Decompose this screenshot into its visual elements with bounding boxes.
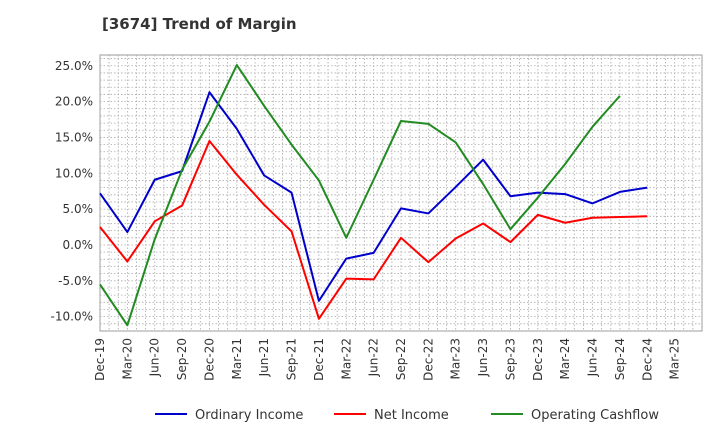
y-tick-label: 5.0%: [63, 202, 94, 216]
y-tick-label: 10.0%: [55, 166, 93, 180]
chart-title: [3674] Trend of Margin: [102, 15, 297, 33]
x-tick-label: Jun-23: [476, 338, 490, 377]
series-line: [99, 140, 648, 320]
x-tick-label: Mar-24: [558, 338, 572, 379]
x-tick-label: Sep-22: [394, 338, 408, 380]
legend-label: Operating Cashflow: [531, 408, 659, 423]
y-tick-label: 20.0%: [55, 95, 93, 109]
x-tick-label: Jun-20: [148, 338, 162, 377]
y-tick-label: -5.0%: [58, 274, 93, 288]
x-tick-label: Mar-22: [339, 338, 353, 379]
x-tick-label: Dec-22: [421, 338, 435, 381]
x-tick-label: Mar-21: [230, 338, 244, 379]
x-tick-label: Sep-20: [175, 338, 189, 380]
x-tick-label: Mar-23: [449, 338, 463, 379]
series-line: [99, 64, 621, 327]
y-tick-label: -10.0%: [51, 310, 93, 324]
y-tick-label: 15.0%: [55, 130, 93, 144]
x-tick-label: Jun-22: [367, 338, 381, 377]
x-tick-label: Mar-20: [120, 338, 134, 379]
x-tick-label: Jun-21: [257, 338, 271, 377]
series-line: [99, 91, 648, 302]
x-tick-label: Dec-24: [640, 338, 654, 381]
y-tick-label: 25.0%: [55, 59, 93, 73]
x-tick-label: Dec-20: [202, 338, 216, 381]
x-tick-label: Mar-25: [668, 338, 682, 379]
y-tick-label: 0.0%: [63, 238, 94, 252]
x-tick-label: Dec-21: [312, 338, 326, 381]
legend-label: Net Income: [374, 408, 449, 423]
legend-label: Ordinary Income: [195, 408, 303, 423]
x-tick-label: Sep-21: [285, 338, 299, 380]
x-tick-label: Sep-24: [613, 338, 627, 380]
x-tick-label: Sep-23: [503, 338, 517, 380]
x-tick-label: Dec-19: [93, 338, 107, 381]
x-tick-label: Dec-23: [531, 338, 545, 381]
x-tick-label: Jun-24: [586, 338, 600, 377]
